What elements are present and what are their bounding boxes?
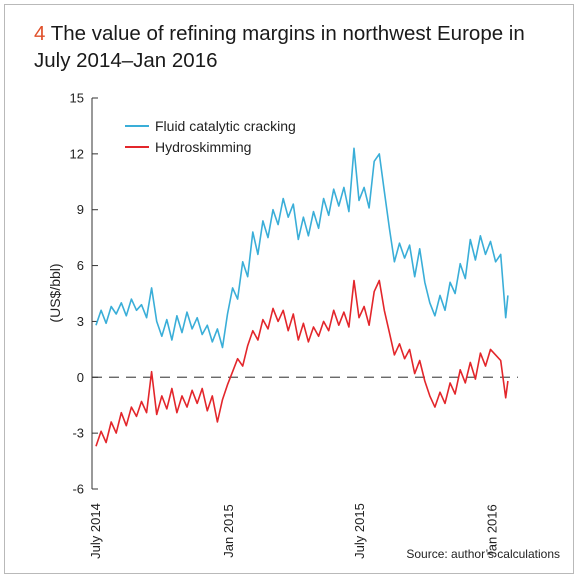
x-tick-label: Jan 2015 bbox=[221, 504, 236, 558]
y-tick-label: 9 bbox=[77, 202, 84, 217]
y-tick-label: 6 bbox=[77, 258, 84, 273]
x-ticks: July 2014 Jan 2015 July 2015 Jan 2016 bbox=[88, 503, 500, 559]
y-tick-label: 3 bbox=[77, 314, 84, 329]
y-tick-label: 12 bbox=[70, 146, 84, 161]
figure-frame bbox=[4, 4, 574, 574]
y-tick-label: 0 bbox=[77, 370, 84, 385]
y-ticks: -6 -3 0 3 6 9 12 15 bbox=[70, 91, 98, 497]
y-tick-label: -6 bbox=[72, 482, 84, 497]
series-line-fluid-catalytic-cracking bbox=[95, 147, 509, 349]
chart-axes bbox=[91, 98, 518, 489]
legend-label: Fluid catalytic cracking bbox=[155, 118, 296, 134]
legend-label: Hydroskimming bbox=[155, 139, 251, 155]
chart-title-text: The value of refining margins in northwe… bbox=[34, 22, 525, 72]
series-lines bbox=[95, 147, 509, 447]
source-note: Source: author’s calculations bbox=[406, 547, 560, 561]
y-tick-label: -3 bbox=[72, 426, 84, 441]
y-tick-label: 15 bbox=[70, 91, 84, 106]
x-tick-label: July 2015 bbox=[352, 503, 367, 559]
x-tick-label: July 2014 bbox=[88, 503, 103, 559]
x-tick-label: Jan 2016 bbox=[485, 504, 500, 558]
series-line-hydroskimming bbox=[95, 279, 509, 447]
legend: Fluid catalytic cracking Hydroskimming bbox=[125, 118, 296, 155]
y-axis-label: (US$/bbl) bbox=[47, 263, 63, 322]
chart-title: 4 The value of refining margins in north… bbox=[34, 20, 554, 74]
figure-number: 4 bbox=[34, 22, 46, 45]
